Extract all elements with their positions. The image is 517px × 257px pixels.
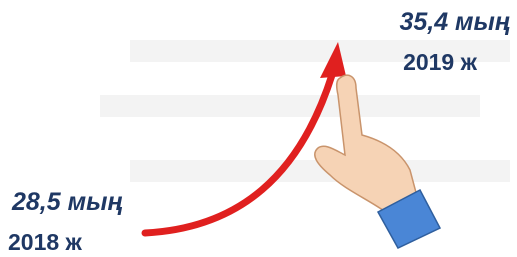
band [100, 95, 480, 117]
background [0, 0, 517, 257]
page: {"start": {"value": "28,5 мың", "year": … [0, 0, 517, 257]
start-value: 28,5 мың [11, 188, 123, 216]
start-year: 2018 ж [8, 229, 83, 255]
end-value: 35,4 мың [399, 8, 510, 36]
end-year: 2019 ж [403, 49, 478, 75]
infographic: 35,4 мың 2019 ж 28,5 мың 2018 ж [0, 0, 517, 257]
